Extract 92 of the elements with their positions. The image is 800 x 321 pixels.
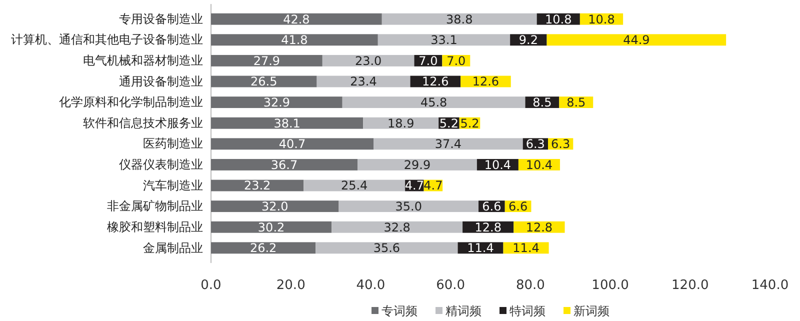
x-tick-label: 120.0 <box>672 278 709 294</box>
legend-label: 精词频 <box>446 304 482 318</box>
data-label: 6.3 <box>526 137 545 152</box>
bar <box>211 54 322 66</box>
x-tick-label: 100.0 <box>592 278 629 294</box>
data-label: 4.7 <box>424 178 443 193</box>
data-label: 32.8 <box>384 220 410 234</box>
legend-label: 特词频 <box>510 304 546 318</box>
y-tick-label: 通用设备制造业 <box>119 74 203 88</box>
x-tick-label: 60.0 <box>436 278 466 294</box>
data-label: 32.9 <box>263 95 290 110</box>
data-label: 42.8 <box>283 12 310 26</box>
x-tick-label: 140.0 <box>751 278 789 294</box>
y-tick-label: 化学原料和化学制品制造业 <box>59 95 203 110</box>
data-label: 23.0 <box>354 54 382 68</box>
data-label: 6.6 <box>508 200 528 214</box>
data-label: 12.8 <box>526 220 553 234</box>
bar <box>211 138 374 150</box>
data-label: 33.1 <box>430 33 458 48</box>
data-label: 10.4 <box>526 158 553 172</box>
data-label: 5.2 <box>439 116 459 130</box>
data-label: 8.5 <box>566 95 586 110</box>
y-tick-label: 橡胶和塑料制品业 <box>107 220 203 234</box>
data-label: 38.8 <box>446 12 473 26</box>
data-label: 8.5 <box>532 95 552 110</box>
bar <box>211 200 339 212</box>
bar <box>211 242 316 254</box>
data-label: 11.4 <box>512 241 540 256</box>
data-label: 41.8 <box>281 33 308 48</box>
y-tick-label: 软件和信息技术服务业 <box>83 116 203 130</box>
bar <box>374 138 523 150</box>
y-tick-label: 专用设备制造业 <box>119 12 203 26</box>
data-label: 10.8 <box>545 12 572 26</box>
data-label: 23.2 <box>244 178 271 193</box>
data-label: 26.2 <box>250 241 277 256</box>
data-label: 6.3 <box>551 137 570 152</box>
bar <box>316 242 458 254</box>
data-label: 12.6 <box>422 74 449 89</box>
data-label: 40.7 <box>278 137 306 152</box>
data-label: 36.7 <box>270 158 298 172</box>
bar <box>358 158 477 170</box>
data-label: 7.0 <box>446 54 466 68</box>
data-label: 35.0 <box>395 200 422 214</box>
data-label: 6.6 <box>482 200 502 214</box>
data-label: 32.0 <box>262 200 288 214</box>
data-label: 45.8 <box>420 95 448 110</box>
x-tick-label: 20.0 <box>276 278 306 294</box>
data-label: 25.4 <box>340 178 368 193</box>
data-label: 23.4 <box>350 74 377 89</box>
data-label: 26.5 <box>250 74 278 89</box>
y-tick-label: 医药制造业 <box>143 136 203 151</box>
data-label: 9.2 <box>518 33 538 48</box>
data-label: 35.6 <box>373 241 400 256</box>
x-tick-label: 80.0 <box>516 278 545 294</box>
data-label: 11.4 <box>467 241 494 256</box>
y-tick-label: 仪器仪表制造业 <box>119 158 203 172</box>
bar <box>211 96 342 108</box>
legend-label: 专词频 <box>382 304 418 318</box>
y-tick-label: 电气机械和器材制造业 <box>83 54 203 68</box>
bar <box>332 221 463 233</box>
data-label: 30.2 <box>258 220 285 234</box>
data-label: 5.2 <box>460 116 480 130</box>
data-label: 38.1 <box>274 116 300 130</box>
data-label: 7.0 <box>418 54 438 68</box>
data-label: 10.8 <box>588 12 615 26</box>
bar <box>211 158 358 170</box>
bar <box>211 13 382 25</box>
y-tick-label: 金属制品业 <box>143 240 203 255</box>
bar <box>211 117 364 129</box>
legend-label: 新词频 <box>574 304 610 318</box>
bar <box>382 13 537 25</box>
bar <box>546 34 726 46</box>
data-label: 12.6 <box>472 74 500 89</box>
bar <box>378 34 510 46</box>
data-label: 12.8 <box>474 220 502 234</box>
data-label: 37.4 <box>434 137 462 152</box>
bar <box>342 96 526 108</box>
x-tick-label: 0.0 <box>200 278 222 294</box>
y-tick-label: 计算机、通信和其他电子设备制造业 <box>11 32 203 47</box>
bar <box>338 200 479 212</box>
data-label: 18.9 <box>388 116 414 130</box>
bar <box>211 34 378 46</box>
y-tick-label: 非金属矿物制品业 <box>107 199 203 214</box>
data-label: 4.7 <box>404 178 424 193</box>
data-label: 27.9 <box>253 54 280 68</box>
y-tick-label: 汽车制造业 <box>143 178 203 192</box>
data-label: 10.4 <box>484 158 512 172</box>
bar <box>211 221 332 233</box>
data-label: 44.9 <box>623 33 650 48</box>
data-label: 29.9 <box>404 158 431 172</box>
x-tick-label: 40.0 <box>356 278 386 294</box>
bar <box>322 54 414 66</box>
